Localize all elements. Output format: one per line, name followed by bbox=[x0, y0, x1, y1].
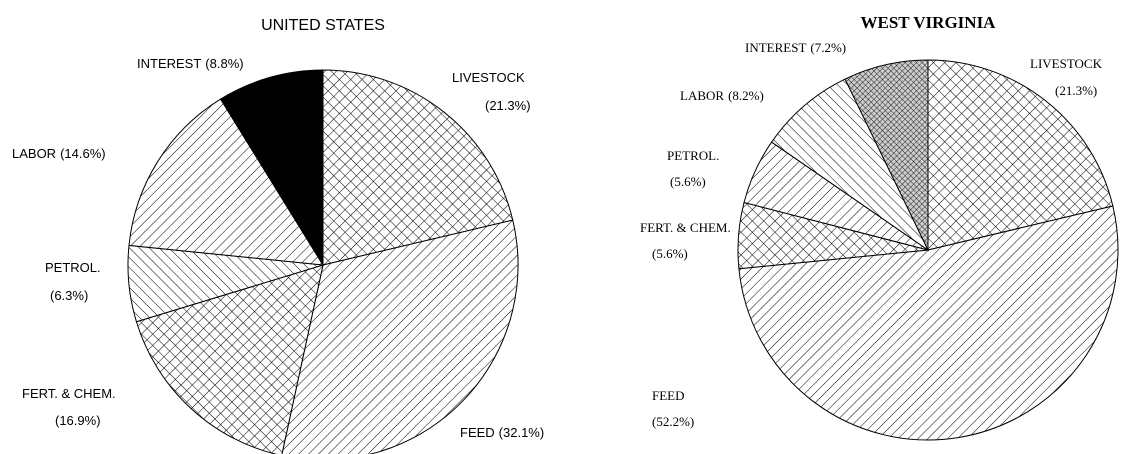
slice-label: INTEREST (7.2%) bbox=[745, 40, 846, 55]
slice-name: PETROL. bbox=[667, 148, 719, 163]
slice-value: (14.6%) bbox=[60, 146, 106, 161]
slice-name: INTEREST bbox=[745, 40, 806, 55]
pie-wv: WEST VIRGINIA LIVESTOCK (21.3%) FEED (52.2%)… bbox=[640, 13, 1119, 441]
chart-title: WEST VIRGINIA bbox=[861, 13, 997, 32]
slice-name: FEED bbox=[460, 425, 495, 440]
slice-name: FERT. & CHEM. bbox=[640, 220, 731, 235]
slice-name: LABOR bbox=[12, 146, 56, 161]
pie-slice bbox=[770, 78, 930, 252]
slice-name: LIVESTOCK bbox=[452, 70, 525, 85]
pie-slice bbox=[738, 205, 1119, 441]
pie-slice bbox=[128, 98, 324, 266]
slice-value: (5.6%) bbox=[652, 246, 688, 261]
slice-name: LABOR bbox=[680, 88, 724, 103]
pie-slice bbox=[844, 59, 929, 251]
slice-value: (21.3%) bbox=[1055, 83, 1097, 98]
pie-slice bbox=[927, 59, 1114, 251]
slice-label: INTEREST (8.8%) bbox=[137, 56, 244, 71]
slice-name: FEED bbox=[652, 388, 685, 403]
slice-value: (7.2%) bbox=[810, 40, 846, 55]
slice-value: (6.3%) bbox=[50, 288, 88, 303]
slice-value: (32.1%) bbox=[499, 425, 545, 440]
slice-name: PETROL. bbox=[45, 260, 101, 275]
pie-slice bbox=[322, 69, 514, 266]
slice-label: LABOR (8.2%) bbox=[680, 88, 764, 103]
chart-title: UNITED STATES bbox=[261, 17, 385, 34]
slice-value: (16.9%) bbox=[55, 413, 101, 428]
pie-us: UNITED STATES LIVESTOCK (21.3%) FEED (32.1%)… bbox=[12, 17, 544, 454]
slice-value: (21.3%) bbox=[485, 98, 531, 113]
slice-value: (5.6%) bbox=[670, 174, 706, 189]
slice-value: (52.2%) bbox=[652, 414, 694, 429]
slice-value: (8.8%) bbox=[205, 56, 243, 71]
slice-name: INTEREST bbox=[137, 56, 201, 71]
pie-slice bbox=[219, 69, 324, 267]
slice-label: FEED (32.1%) bbox=[460, 425, 544, 440]
pie-slice bbox=[281, 219, 519, 454]
pie-slice bbox=[135, 264, 324, 454]
slice-label: LABOR (14.6%) bbox=[12, 146, 106, 161]
slice-name: FERT. & CHEM. bbox=[22, 386, 116, 401]
slice-name: LIVESTOCK bbox=[1030, 56, 1103, 71]
slice-value: (8.2%) bbox=[728, 88, 764, 103]
